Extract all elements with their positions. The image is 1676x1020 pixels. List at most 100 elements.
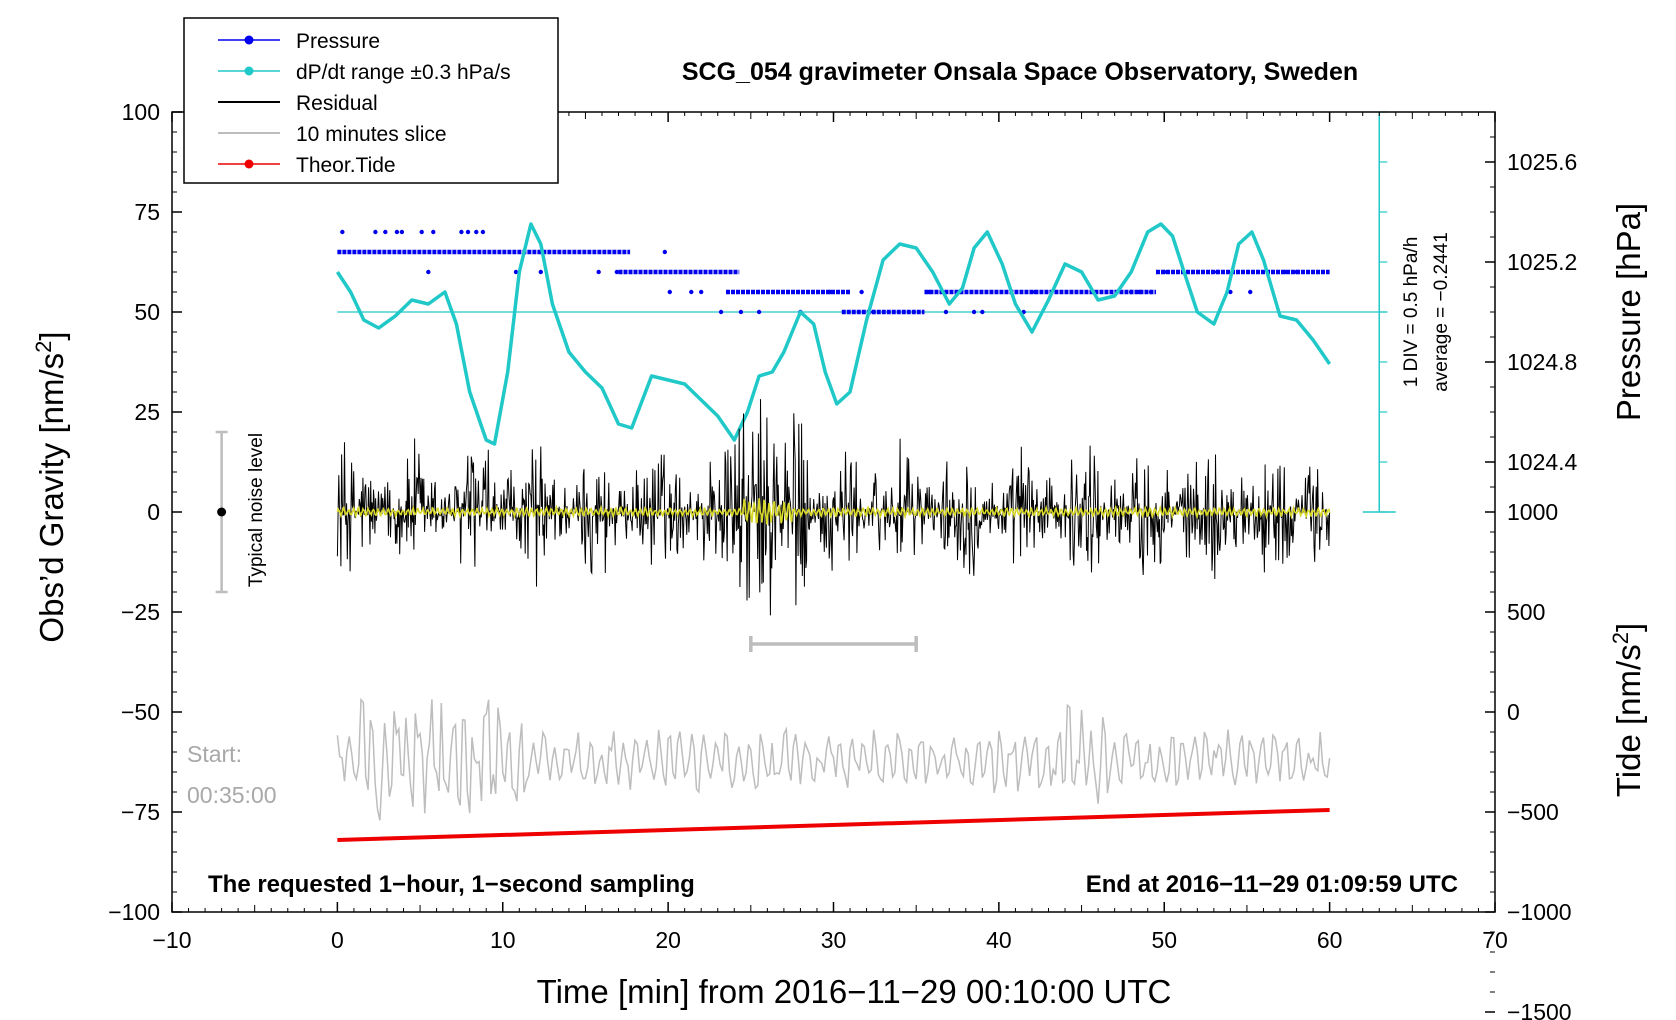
pressure-point (383, 229, 388, 235)
y-axis-label-tide-main: Tide [nm/s (1610, 644, 1647, 797)
y-tick-label: −50 (121, 699, 160, 725)
pressure-point (699, 289, 704, 295)
residual-series-line (336, 399, 1331, 616)
footer-right: End at 2016−11−29 01:09:59 UTC (1086, 871, 1458, 898)
pressure-point (340, 229, 345, 235)
x-tick-label: 0 (331, 927, 344, 953)
legend-marker-pressure (244, 35, 254, 45)
pressure-point (614, 269, 620, 275)
pressure-point (399, 229, 405, 235)
x-tick-label: 40 (986, 927, 1012, 953)
pressure-point (474, 229, 479, 235)
pressure-point (1294, 269, 1299, 275)
y-axis-label-pressure: Pressure [hPa] (1610, 203, 1647, 421)
legend-label-tide: Theor.Tide (296, 154, 396, 177)
legend-label-dpdt: dP/dt range ±0.3 hPa/s (296, 61, 511, 84)
tide-tick-label: 0 (1507, 699, 1520, 725)
pressure-point (419, 229, 424, 235)
pressure-point (431, 229, 436, 235)
x-tick-label: 70 (1482, 927, 1508, 953)
y-axis-label-gravity-sup: 2 (31, 341, 56, 353)
y-axis-label-tide: Tide [nm/s2] (1608, 623, 1647, 797)
dpdt-average-text: average = −0.2441 (1431, 232, 1452, 392)
y-tick-label: 75 (134, 199, 160, 225)
tide-tick-label: −500 (1507, 799, 1559, 825)
y-axis-label-tide-end: ] (1610, 623, 1647, 632)
x-tick-label: 30 (821, 927, 847, 953)
x-tick-label: 60 (1317, 927, 1343, 953)
tide-tick-label: −1000 (1507, 899, 1572, 925)
footer-left: The requested 1−hour, 1−second sampling (208, 871, 695, 898)
pressure-point (394, 229, 400, 235)
pressure-point (1137, 289, 1142, 295)
pressure-point (459, 229, 464, 235)
plot-area: −10 0 10 20 30 40 50 60 70−100−75−50−25025507510… (108, 99, 1577, 1020)
tide-tick-label: −1500 (1507, 999, 1572, 1020)
tide-series-line (337, 808, 1330, 842)
dpdt-series-line (335, 222, 1332, 446)
pressure-point (1162, 269, 1167, 275)
pressure-point (513, 269, 519, 275)
x-tick-label: 50 (1151, 927, 1177, 953)
pressure-point (426, 269, 431, 275)
pressure-point (689, 289, 694, 295)
pressure-point (980, 309, 985, 315)
legend-box (183, 17, 559, 184)
chart-title: SCG_054 gravimeter Onsala Space Observat… (682, 58, 1358, 86)
noise-label: Typical noise level (246, 433, 267, 587)
legend-label-pressure: Pressure (296, 30, 380, 53)
legend: Pressure dP/dt range ±0.3 hPa/s Residual… (183, 17, 559, 184)
y-axis-label-tide-sup: 2 (1608, 632, 1633, 644)
pressure-tick-label: 1024.4 (1507, 449, 1578, 475)
pressure-point (718, 309, 724, 315)
pressure-point (465, 229, 471, 235)
pressure-point (1248, 289, 1253, 295)
pressure-point (943, 309, 949, 315)
pressure-point (667, 289, 672, 295)
pressure-point (1214, 269, 1220, 275)
pressure-point (756, 309, 762, 315)
y-tick-label: 25 (134, 399, 160, 425)
tide-tick-label: 500 (1507, 599, 1545, 625)
y-axis-label-gravity-main: Obs’d Gravity [nm/s (33, 353, 70, 643)
x-tick-label: 10 (490, 927, 516, 953)
pressure-tick-label: 1025.2 (1507, 249, 1577, 275)
pressure-point (1033, 289, 1038, 295)
x-tick-label: 20 (655, 927, 681, 953)
pressure-point (927, 289, 932, 295)
pressure-point (827, 289, 833, 295)
tide-tick-label: 1000 (1507, 499, 1558, 525)
noise-center-dot (217, 507, 227, 517)
dpdt-scale-labels: 1 DIV = 0.5 hPa/h average = −0.2441 (1401, 232, 1452, 392)
x-tick-label: −10 (152, 927, 191, 953)
pressure-point (859, 289, 864, 295)
y-tick-label: −75 (121, 799, 160, 825)
pressure-point (738, 309, 744, 315)
pressure-point (538, 269, 543, 275)
y-tick-label: 100 (122, 99, 160, 125)
pressure-point (870, 309, 876, 315)
y-axis-label-gravity-end: ] (33, 331, 70, 340)
pressure-point (662, 249, 668, 255)
y-tick-label: 50 (134, 299, 160, 325)
y-tick-label: 0 (147, 499, 160, 525)
legend-marker-tide (244, 159, 254, 169)
pressure-point (480, 229, 486, 235)
legend-label-slice: 10 minutes slice (296, 123, 447, 146)
x-axis-label: Time [min] from 2016−11−29 00:10:00 UTC (537, 973, 1172, 1010)
pressure-point (1228, 289, 1233, 295)
pressure-point (1128, 289, 1134, 295)
slice-series-line (336, 697, 1331, 821)
pressure-point (1148, 289, 1154, 295)
pressure-point (596, 269, 601, 275)
pressure-point (373, 229, 378, 235)
start-time: 00:35:00 (187, 782, 277, 808)
legend-marker-dpdt (244, 66, 254, 76)
pressure-point (971, 309, 977, 315)
pressure-tick-label: 1025.6 (1507, 149, 1577, 175)
pressure-point (1282, 269, 1288, 275)
y-axis-label-gravity: Obs’d Gravity [nm/s2] (31, 331, 70, 642)
y-tick-label: −100 (108, 899, 160, 925)
pressure-tick-label: 1024.8 (1507, 349, 1577, 375)
